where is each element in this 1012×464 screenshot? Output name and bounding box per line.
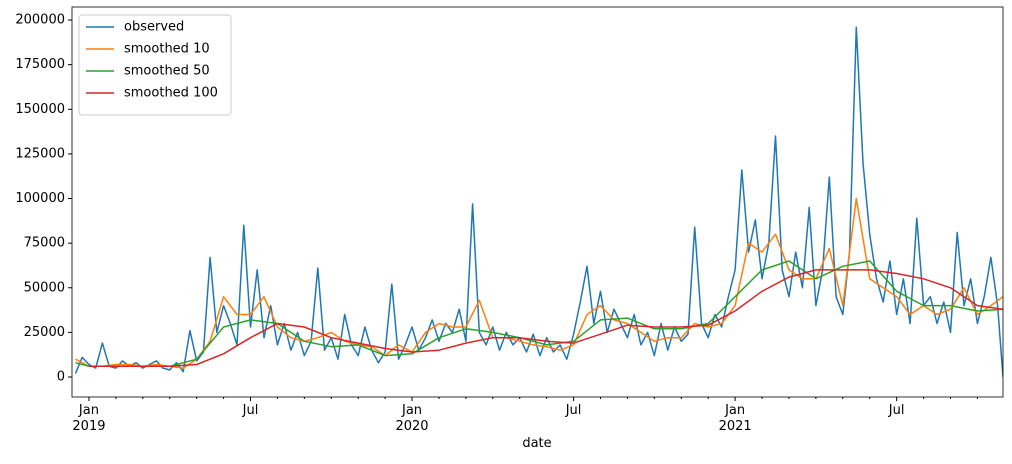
x-tick-label: Jan 2021 xyxy=(718,403,752,434)
legend-label: smoothed 50 xyxy=(124,64,210,79)
plot-frame xyxy=(71,6,1004,398)
y-tick-label: 125000 xyxy=(15,146,65,161)
series-line xyxy=(75,260,1003,368)
legend-box xyxy=(78,14,232,116)
x-tick-label: Jul xyxy=(565,403,582,418)
x-tick-label: Jan 2020 xyxy=(395,403,429,434)
legend-label: smoothed 10 xyxy=(124,42,210,57)
y-tick-label: 175000 xyxy=(15,57,65,72)
y-tick-label: 50000 xyxy=(24,280,65,295)
y-tick-label: 75000 xyxy=(24,236,65,251)
x-tick-label: Jul xyxy=(888,403,905,418)
y-tick-label: 100000 xyxy=(15,191,65,206)
x-axis-label: date xyxy=(522,436,552,451)
legend-label: observed xyxy=(124,20,184,35)
y-tick-label: 25000 xyxy=(24,325,65,340)
series-line xyxy=(75,197,1003,369)
x-tick-label: Jan 2019 xyxy=(72,403,106,434)
series-line xyxy=(89,269,1003,368)
y-tick-label: 0 xyxy=(57,370,65,385)
legend-label: smoothed 100 xyxy=(124,86,218,101)
y-tick-label: 150000 xyxy=(15,102,65,117)
y-tick-label: 200000 xyxy=(15,13,65,28)
x-tick-label: Jul xyxy=(242,403,259,418)
